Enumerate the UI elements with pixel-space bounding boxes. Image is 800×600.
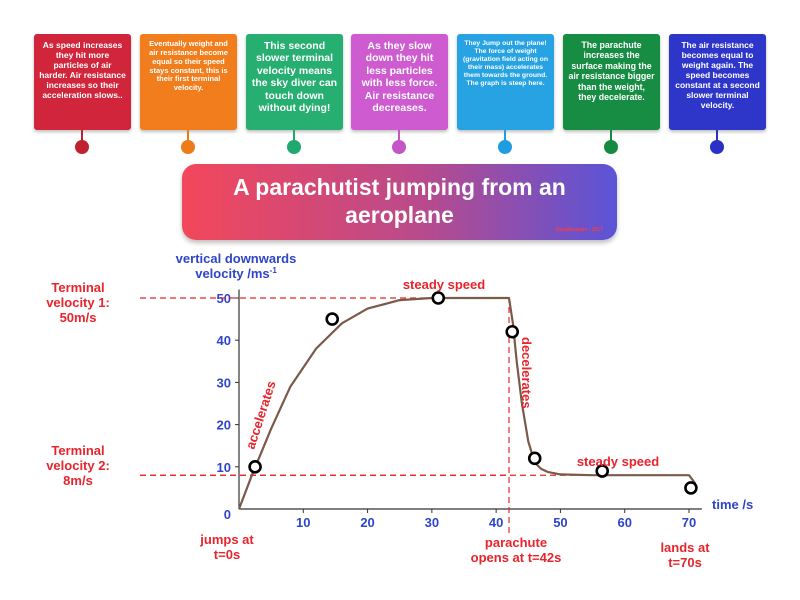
- info-card-text: This second slower terminal velocity mea…: [251, 40, 338, 114]
- hotspot-marker-3[interactable]: [431, 291, 446, 305]
- x-tick-label: 10: [296, 515, 310, 530]
- annotation-lands-at: lands at: [660, 540, 710, 555]
- terminal-velocity-label-2: 8m/s: [63, 473, 93, 488]
- terminal-velocity-label-1: 50m/s: [60, 310, 97, 325]
- terminal-velocity-label-1: Terminal: [51, 280, 104, 295]
- x-tick-label: 50: [553, 515, 567, 530]
- y-tick-label: 30: [217, 375, 231, 390]
- info-card-text: The parachute increases the surface maki…: [568, 40, 655, 102]
- terminal-velocity-label-1: velocity 1:: [46, 295, 110, 310]
- card-pin-line: [610, 130, 612, 142]
- card-pin[interactable]: [181, 140, 195, 154]
- info-card-text: The air resistance becomes equal to weig…: [675, 40, 760, 111]
- info-card-5[interactable]: They Jump out the plane! The force of we…: [457, 34, 554, 130]
- card-pin-line: [293, 130, 295, 142]
- hotspot-marker-6[interactable]: [595, 464, 610, 478]
- card-pin[interactable]: [710, 140, 724, 154]
- x-tick-label: 40: [489, 515, 503, 530]
- origin-label: 0: [224, 507, 231, 522]
- info-card-text: As speed increases they hit more particl…: [39, 40, 126, 101]
- x-tick-label: 30: [425, 515, 439, 530]
- hotspot-marker-7[interactable]: [684, 481, 698, 495]
- card-pin-line: [398, 130, 400, 142]
- card-pin-line: [81, 130, 83, 142]
- card-pin[interactable]: [287, 140, 301, 154]
- watermark: Doodlesteam - 2017: [556, 227, 603, 233]
- y-axis-label-line2: velocity /ms-1: [195, 266, 277, 281]
- annotation-accelerates: accelerates: [243, 379, 279, 451]
- hotspot-marker-2[interactable]: [325, 312, 340, 326]
- y-tick-label: 10: [217, 460, 231, 475]
- info-card-7[interactable]: The air resistance becomes equal to weig…: [669, 34, 766, 130]
- terminal-velocity-label-2: Terminal: [51, 443, 104, 458]
- hotspot-marker-5[interactable]: [527, 451, 542, 466]
- annotation-steady-speed-2: steady speed: [577, 454, 659, 469]
- y-tick-label: 40: [217, 333, 231, 348]
- info-card-6[interactable]: The parachute increases the surface maki…: [563, 34, 660, 130]
- annotation-parachute-opens: parachute: [485, 535, 547, 550]
- annotation-parachute-opens: opens at t=42s: [471, 550, 562, 565]
- card-pin[interactable]: [392, 140, 406, 154]
- annotation-decelerates: decelerates: [519, 337, 534, 409]
- info-card-3[interactable]: This second slower terminal velocity mea…: [246, 34, 343, 130]
- x-axis-label: time /s: [712, 497, 753, 512]
- annotation-jumps-at: t=0s: [214, 547, 240, 562]
- card-pin[interactable]: [75, 140, 89, 154]
- title-banner: A parachutist jumping from an aeroplane …: [182, 164, 617, 240]
- y-axis-label-line1: vertical downwards: [176, 251, 297, 266]
- card-pin-line: [187, 130, 189, 142]
- card-pin[interactable]: [498, 140, 512, 154]
- info-card-text: As they slow down they hit less particle…: [361, 40, 438, 114]
- card-pin-line: [716, 130, 718, 142]
- x-tick-label: 20: [360, 515, 374, 530]
- page-title: A parachutist jumping from an aeroplane: [233, 174, 566, 228]
- info-card-text: Eventually weight and air resistance bec…: [149, 39, 228, 93]
- terminal-velocity-label-2: velocity 2:: [46, 458, 110, 473]
- card-pin-line: [504, 130, 506, 142]
- hotspot-marker-4[interactable]: [505, 324, 520, 339]
- annotation-lands-at: t=70s: [668, 555, 702, 570]
- info-card-2[interactable]: Eventually weight and air resistance bec…: [140, 34, 237, 130]
- card-pin[interactable]: [604, 140, 618, 154]
- annotation-jumps-at: jumps at: [199, 532, 254, 547]
- x-tick-label: 60: [617, 515, 631, 530]
- info-card-4[interactable]: As they slow down they hit less particle…: [351, 34, 448, 130]
- y-tick-label: 20: [217, 418, 231, 433]
- annotation-steady-speed-1: steady speed: [403, 277, 485, 292]
- x-tick-label: 70: [682, 515, 696, 530]
- info-card-text: They Jump out the plane! The force of we…: [463, 40, 548, 88]
- info-card-1[interactable]: As speed increases they hit more particl…: [34, 34, 131, 130]
- velocity-curve: [237, 296, 697, 510]
- hotspot-marker-1[interactable]: [248, 459, 262, 474]
